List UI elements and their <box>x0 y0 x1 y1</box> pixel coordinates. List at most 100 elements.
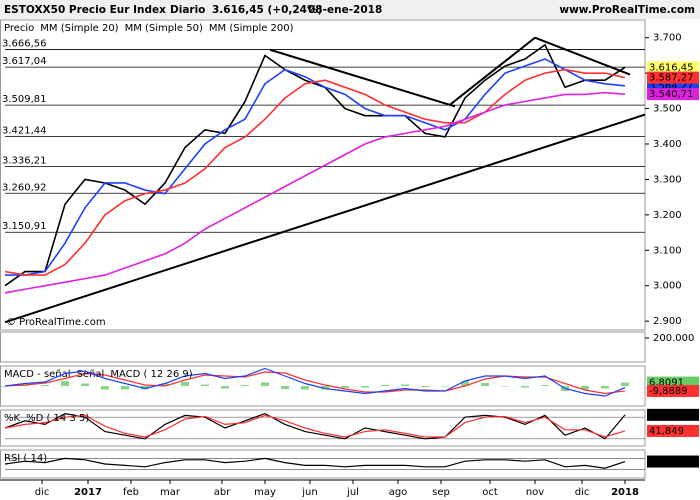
legend-entry: MM (Simple 20) <box>40 23 118 34</box>
trend-line <box>4 113 646 324</box>
legend-entry: MM (Simple 50) <box>125 23 203 34</box>
y-tick-label: 3.200 <box>653 210 682 221</box>
histogram-bar <box>501 386 509 387</box>
x-tick-label: 2017 <box>74 487 102 498</box>
histogram-bar <box>241 385 249 386</box>
histogram-bar <box>141 386 149 390</box>
histogram-bar <box>281 386 289 389</box>
legend-entry: MACD - señal <box>4 369 71 380</box>
series-line <box>4 457 626 469</box>
level-label: 3.666,56 <box>2 39 47 50</box>
legend-entry: Señal <box>77 369 105 380</box>
histogram-bar <box>521 386 529 388</box>
x-tick-label: sep <box>432 487 450 498</box>
trend-line <box>534 36 631 76</box>
last-value-box <box>647 424 699 437</box>
chart-title: ESTOXX50 Precio Eur Index <box>4 4 166 16</box>
timeframe: Diario <box>170 4 205 16</box>
x-tick-label: may <box>254 487 276 498</box>
panel-frame <box>0 449 646 479</box>
histogram-bar <box>361 386 369 388</box>
series-line <box>4 414 626 438</box>
legend-entry: %D ( 14 3 5) <box>26 413 89 424</box>
series-line <box>4 91 626 294</box>
last-value-box <box>647 384 699 397</box>
legend-entry: Precio <box>4 23 34 34</box>
histogram-bar <box>101 386 109 390</box>
x-tick-label: dic <box>575 487 590 498</box>
y-tick-label: 3.000 <box>653 281 682 292</box>
x-tick-label: nov <box>526 487 544 498</box>
level-label: 3.617,04 <box>2 56 47 67</box>
legend-entry: %K <box>4 413 21 424</box>
histogram-bar <box>301 386 309 390</box>
histogram-bar <box>121 386 129 390</box>
last-value-label: 86.531 <box>649 410 684 421</box>
level-label: 3.150,91 <box>2 221 47 232</box>
last-value-box <box>647 455 699 468</box>
last-value-box <box>647 61 699 74</box>
histogram-bar <box>221 386 229 389</box>
histogram-bar <box>321 386 329 390</box>
watermark: © ProRealTime.com <box>6 317 106 328</box>
histogram-bar <box>481 383 489 386</box>
histogram-bar <box>461 381 469 386</box>
x-tick-label: mar <box>160 487 181 498</box>
series-line <box>4 43 626 287</box>
histogram-bar <box>61 381 69 386</box>
last-value-label: 3.616,45 <box>649 62 694 73</box>
x-tick-label: jul <box>346 487 359 498</box>
legend-entry: MM (Simple 200) <box>209 23 294 34</box>
legend-entry: RSI ( 14) <box>4 453 47 464</box>
y-tick-label: 3.500 <box>653 104 682 115</box>
level-label: 3.260,92 <box>2 182 47 193</box>
header-bar <box>0 0 700 19</box>
histogram-bar <box>621 382 629 386</box>
series-line <box>4 371 626 395</box>
panel-frame <box>0 365 646 407</box>
last-value-box <box>647 71 699 84</box>
x-tick-label: dic <box>35 487 50 498</box>
histogram-bar <box>581 386 589 390</box>
panel-frame <box>0 19 646 331</box>
level-label: 3.336,21 <box>2 156 47 167</box>
last-value-label: 41,849 <box>649 426 684 437</box>
last-value-label: 3.540,71 <box>649 89 694 100</box>
last-value-label: 58,851 <box>649 457 684 468</box>
last-value-box <box>647 408 699 421</box>
histogram-bar <box>161 383 169 386</box>
histogram-bar <box>441 386 449 387</box>
y-tick-label: 3.100 <box>653 245 682 256</box>
last-value-label: 6,8091 <box>649 378 684 389</box>
histogram-bar <box>261 382 269 386</box>
y-tick-label: 200.000 <box>653 333 694 344</box>
last-value-box <box>647 88 699 101</box>
x-tick-label: ago <box>389 487 408 498</box>
legend-entry: MACD ( 12 26 9) <box>110 369 192 380</box>
x-tick-label: jun <box>301 487 317 498</box>
y-tick-label: 3.700 <box>653 33 682 44</box>
last-value-label: 3.587,27 <box>649 73 694 84</box>
level-label: 3.421,44 <box>2 125 47 136</box>
last-value-label: -9,8889 <box>649 386 688 397</box>
x-tick-label: abr <box>214 487 231 498</box>
last-quote: 3.616,45 (+0,24%) <box>212 4 322 16</box>
y-tick-label: 3.400 <box>653 139 682 150</box>
trend-line <box>449 36 536 106</box>
quote-date: 08-ene-2018 <box>308 4 382 16</box>
x-tick-label: oct <box>482 487 498 498</box>
histogram-bar <box>41 385 49 386</box>
x-tick-label: feb <box>123 487 139 498</box>
y-tick-label: 3.300 <box>653 174 682 185</box>
y-tick-label: 2.900 <box>653 316 682 327</box>
histogram-bar <box>541 385 549 386</box>
series-line <box>4 412 626 440</box>
histogram-bar <box>381 385 389 386</box>
histogram-bar <box>181 382 189 386</box>
source: www.ProRealTime.com <box>559 4 695 16</box>
histogram-bar <box>421 386 429 387</box>
series-line <box>4 68 626 276</box>
histogram-bar <box>401 384 409 386</box>
